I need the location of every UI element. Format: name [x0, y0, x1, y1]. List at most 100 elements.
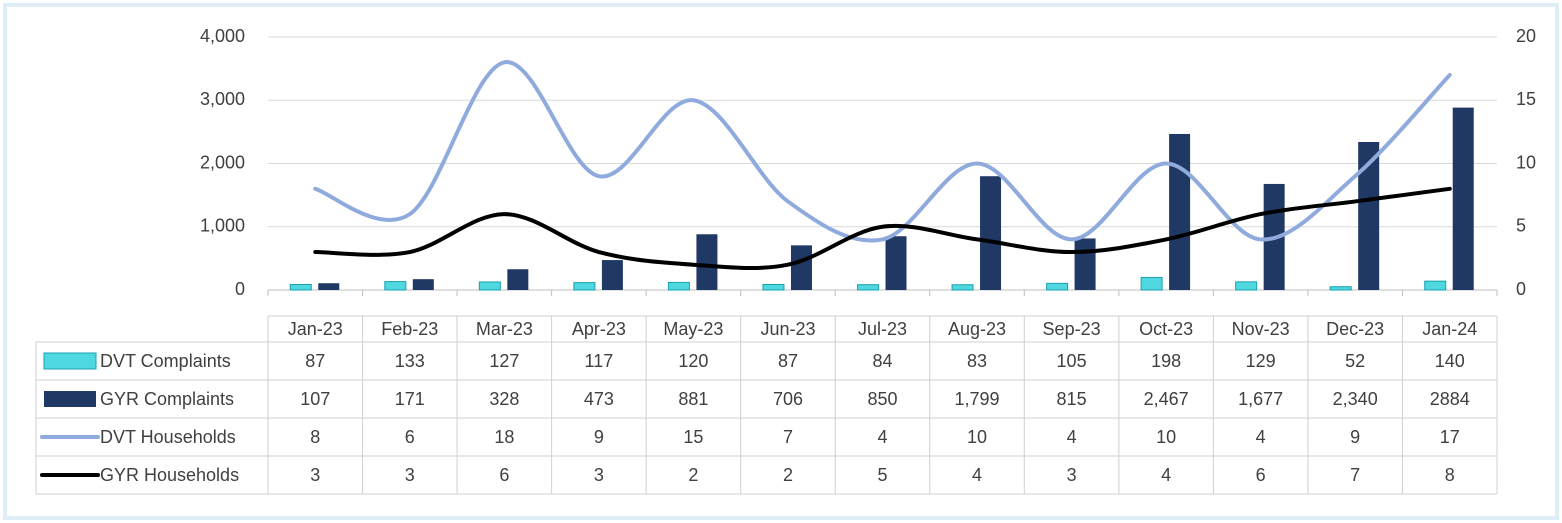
x-tick-label: May-23 [663, 319, 723, 339]
chart-border [3, 3, 1559, 520]
y2-tick-label: 0 [1516, 279, 1526, 299]
bar [1424, 280, 1447, 291]
table-cell: 815 [1057, 389, 1087, 409]
table-cell: 881 [678, 389, 708, 409]
table-cell: 8 [310, 427, 320, 447]
table-cell: 8 [1445, 465, 1455, 485]
bar [667, 281, 690, 291]
bar [573, 282, 596, 291]
bar [1329, 286, 1352, 291]
bar [1358, 141, 1380, 290]
y2-tick-label: 10 [1516, 152, 1536, 172]
bar [318, 283, 340, 290]
bar [951, 284, 974, 291]
legend-label: GYR Households [100, 465, 239, 485]
x-tick-label: Jun-23 [760, 319, 815, 339]
bar [1452, 107, 1474, 290]
legend-swatch [43, 352, 97, 370]
x-tick-label: Jan-24 [1422, 319, 1477, 339]
bar [762, 283, 785, 291]
bar [1169, 133, 1191, 290]
table-cell: 6 [499, 465, 509, 485]
table-cell: 3 [310, 465, 320, 485]
table-cell: 117 [585, 351, 614, 371]
y2-tick-label: 15 [1516, 89, 1536, 109]
x-tick-label: Sep-23 [1043, 319, 1101, 339]
legend-label: DVT Complaints [100, 351, 231, 371]
x-tick-label: Mar-23 [476, 319, 533, 339]
table-cell: 83 [967, 351, 987, 371]
bar [1140, 276, 1163, 291]
table-cell: 6 [405, 427, 415, 447]
table-cell: 6 [1256, 465, 1266, 485]
table-cell: 4 [1161, 465, 1171, 485]
x-tick-label: Feb-23 [381, 319, 438, 339]
table-cell: 3 [594, 465, 604, 485]
table-cell: 87 [305, 351, 325, 371]
table-cell: 84 [872, 351, 892, 371]
y-tick-label: 4,000 [200, 26, 245, 46]
bar [601, 260, 623, 290]
table-cell: 171 [395, 389, 425, 409]
table-cell: 198 [1151, 351, 1181, 371]
table-cell: 87 [778, 351, 798, 371]
table-cell: 5 [877, 465, 887, 485]
legend-swatch [44, 391, 96, 407]
table-cell: 850 [867, 389, 897, 409]
bar [790, 245, 812, 290]
table-cell: 129 [1246, 351, 1276, 371]
table-cell: 7 [783, 427, 793, 447]
table-cell: 2884 [1430, 389, 1470, 409]
bar [1046, 282, 1069, 291]
table-cell: 52 [1345, 351, 1365, 371]
table-cell: 15 [683, 427, 703, 447]
table-cell: 4 [1256, 427, 1266, 447]
y-tick-label: 2,000 [200, 152, 245, 172]
table-cell: 4 [1067, 427, 1077, 447]
table-cell: 4 [877, 427, 887, 447]
table-cell: 140 [1435, 351, 1465, 371]
table-cell: 706 [773, 389, 803, 409]
x-tick-label: Dec-23 [1326, 319, 1384, 339]
bar [1074, 238, 1096, 290]
bar [478, 281, 501, 291]
y2-tick-label: 5 [1516, 216, 1526, 236]
table-cell: 1,677 [1238, 389, 1283, 409]
table-cell: 105 [1057, 351, 1087, 371]
bar [384, 281, 407, 291]
table-cell: 10 [1156, 427, 1176, 447]
table-cell: 473 [584, 389, 614, 409]
x-tick-label: Aug-23 [948, 319, 1006, 339]
bar [857, 284, 879, 291]
x-tick-label: Oct-23 [1139, 319, 1193, 339]
bar [412, 279, 434, 290]
x-tick-label: Nov-23 [1232, 319, 1290, 339]
x-tick-label: Apr-23 [572, 319, 626, 339]
table-cell: 328 [489, 389, 519, 409]
table-cell: 133 [395, 351, 425, 371]
table-cell: 4 [972, 465, 982, 485]
table-cell: 127 [489, 351, 519, 371]
y-tick-label: 1,000 [200, 216, 245, 236]
legend-label: DVT Households [100, 427, 236, 447]
y-tick-label: 0 [235, 279, 245, 299]
table-cell: 9 [594, 427, 604, 447]
y-tick-label: 3,000 [200, 89, 245, 109]
bar [885, 236, 907, 290]
table-cell: 120 [678, 351, 708, 371]
x-tick-label: Jul-23 [858, 319, 907, 339]
table-cell: 107 [300, 389, 330, 409]
table-cell: 3 [405, 465, 415, 485]
table-cell: 7 [1350, 465, 1360, 485]
bar [507, 269, 529, 290]
table-cell: 3 [1067, 465, 1077, 485]
table-cell: 2,467 [1144, 389, 1189, 409]
table-cell: 2 [688, 465, 698, 485]
table-cell: 10 [967, 427, 987, 447]
table-cell: 9 [1350, 427, 1360, 447]
table-cell: 2,340 [1333, 389, 1378, 409]
legend-label: GYR Complaints [100, 389, 234, 409]
table-cell: 1,799 [955, 389, 1000, 409]
table-cell: 17 [1440, 427, 1460, 447]
